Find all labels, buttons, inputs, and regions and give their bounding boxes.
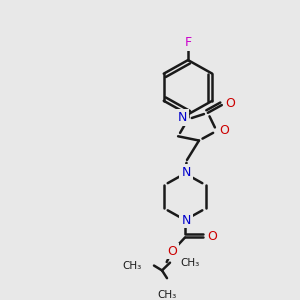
- Text: N: N: [181, 214, 191, 226]
- Text: N: N: [181, 166, 191, 179]
- Text: CH₃: CH₃: [180, 258, 199, 268]
- Text: N: N: [177, 111, 187, 124]
- Text: CH₃: CH₃: [158, 290, 177, 300]
- Text: O: O: [167, 244, 177, 257]
- Text: O: O: [225, 97, 235, 110]
- Text: O: O: [220, 124, 230, 137]
- Text: F: F: [184, 36, 192, 49]
- Text: O: O: [207, 230, 217, 243]
- Text: CH₃: CH₃: [123, 261, 142, 271]
